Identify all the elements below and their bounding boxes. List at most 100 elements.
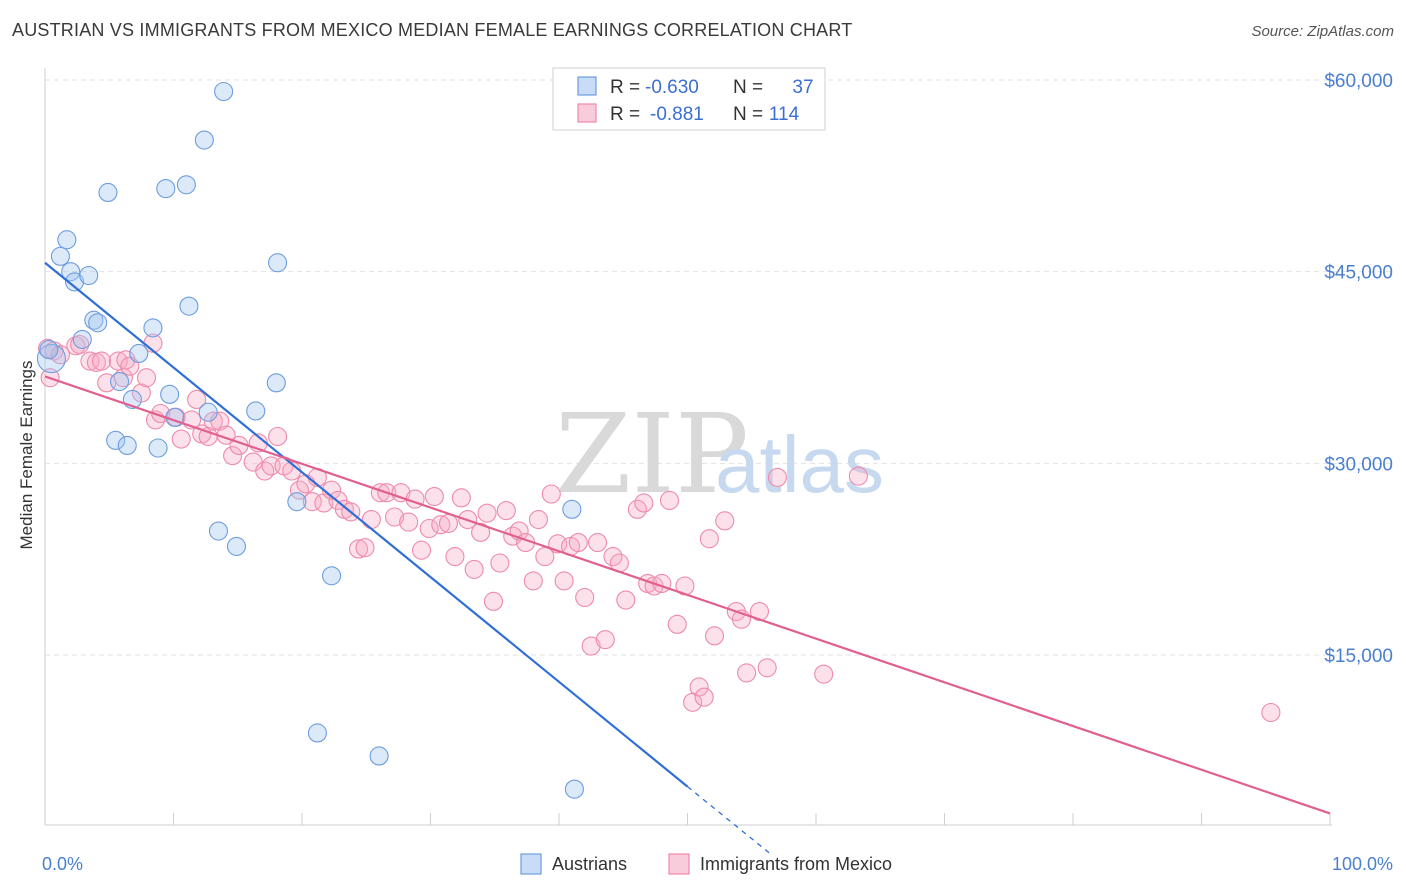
y-tick-labels: $15,000 $30,000 $45,000 $60,000	[1324, 71, 1393, 667]
mexico-point-45	[355, 538, 375, 558]
mexico-point-77	[568, 533, 588, 553]
mexico-point-65	[490, 553, 510, 573]
bottom-legend: Austrians Immigrants from Mexico	[520, 853, 892, 875]
legend-r-value-1: -0.630	[645, 77, 699, 98]
austrian-point-36	[39, 340, 59, 360]
austrian-point-26	[117, 435, 137, 455]
austrian-point-22	[198, 402, 218, 422]
austrian-point-13	[176, 175, 196, 195]
austrian-point-34	[562, 499, 582, 519]
mexico-point-46	[361, 510, 381, 530]
mexico-point-51	[399, 512, 419, 532]
mexico-point-96	[699, 529, 719, 549]
x-tick-label-1: 100.0%	[1332, 854, 1393, 874]
austrian-point-12	[156, 179, 176, 199]
austrian-point-11	[98, 182, 118, 202]
austrian-point-14	[194, 130, 214, 150]
y-tick-label-3: $60,000	[1324, 71, 1393, 92]
mexico-point-30	[255, 461, 275, 481]
mexico-point-86	[634, 493, 654, 513]
chart-source: Source: ZipAtlas.com	[1251, 23, 1394, 40]
mexico-point-63	[477, 503, 497, 523]
austrian-point-16	[179, 296, 199, 316]
legend-n-value-1: 37	[792, 77, 813, 98]
watermark: ZIP atlas	[555, 390, 884, 518]
y-axis-label: Median Female Earnings	[17, 361, 36, 550]
mexico-point-54	[419, 518, 439, 539]
mexico-point-4	[80, 351, 100, 371]
mexico-point-90	[659, 490, 680, 510]
mexico-point-103	[757, 658, 777, 678]
mexico-point-55	[424, 487, 444, 507]
austrian-point-17	[268, 253, 288, 273]
mexico-point-58	[445, 547, 465, 567]
austrian-point-7	[88, 313, 108, 333]
y-tick-label-1: $30,000	[1324, 454, 1393, 475]
mexico-point-79	[581, 636, 601, 656]
x-tick-label-0: 0.0%	[42, 854, 83, 874]
legend-swatch-austrians	[577, 76, 597, 96]
axes	[44, 68, 1332, 826]
austrian-point-25	[106, 430, 126, 450]
austrian-point-27	[148, 438, 168, 458]
mexico-point-49	[384, 507, 405, 527]
chart-title: AUSTRIAN VS IMMIGRANTS FROM MEXICO MEDIA…	[12, 20, 853, 40]
mexico-point-109	[70, 334, 90, 355]
mexico-point-97	[704, 626, 725, 646]
austrians-trend-extension	[687, 786, 772, 855]
austrian-point-20	[160, 384, 180, 404]
watermark-zip: ZIP	[555, 390, 749, 518]
austrian-point-1	[50, 246, 70, 266]
austrian-point-23	[246, 401, 266, 421]
bottom-legend-label-mexico: Immigrants from Mexico	[700, 854, 892, 874]
mexico-point-53	[411, 540, 432, 560]
legend-r-label-1: R =	[610, 77, 640, 98]
mexico-point-50	[391, 483, 411, 503]
mexico-point-81	[595, 630, 615, 650]
mexico-point-64	[483, 591, 504, 611]
austrian-point-15	[214, 81, 234, 102]
mexico-point-18	[171, 429, 191, 449]
austrian-point-32	[307, 723, 327, 743]
bottom-legend-label-austrians: Austrians	[552, 854, 627, 874]
x-tick-labels: 0.0% 100.0%	[42, 854, 1393, 874]
austrian-point-2	[57, 230, 77, 250]
austrian-point-18	[109, 372, 130, 392]
austrian-point-9	[129, 343, 149, 363]
austrian-point-33	[369, 746, 389, 766]
bottom-legend-swatch-mexico	[668, 853, 690, 875]
legend-n-label-1: N =	[733, 77, 763, 98]
mexico-point-98	[715, 511, 735, 531]
legend-n-label-2: N =	[733, 104, 763, 125]
mexico-point-72	[535, 547, 555, 567]
austrian-point-28	[208, 521, 229, 541]
mexico-point-71	[528, 510, 548, 530]
legend-swatch-mexico	[577, 103, 597, 123]
austrian-point-29	[226, 536, 247, 556]
mexico-point-6	[91, 351, 112, 371]
mexico-point-94	[689, 677, 709, 697]
austrian-point-5	[79, 265, 99, 286]
legend-n-value-2: 114	[769, 104, 800, 125]
austrian-point-31	[322, 566, 342, 586]
mexico-point-57	[438, 513, 459, 533]
mexico-point-56	[431, 515, 451, 535]
austrian-point-24	[266, 373, 286, 393]
austrian-point-35	[564, 779, 584, 799]
austrian-point-4	[65, 272, 85, 292]
mexico-point-26	[223, 446, 243, 466]
mexico-point-23	[203, 411, 223, 431]
austrian-point-10	[143, 318, 163, 338]
mexico-point-32	[268, 426, 288, 447]
mexico-point-91	[667, 614, 687, 634]
legend-box	[552, 67, 826, 131]
austrian-point-8	[72, 329, 92, 349]
austrians-trend-line	[44, 261, 689, 788]
mexico-point-13	[136, 368, 157, 388]
grid-lines	[45, 79, 1395, 656]
mexico-point-70	[523, 571, 543, 591]
mexico-point-84	[616, 590, 636, 610]
mexico-point-105	[814, 664, 834, 684]
bottom-legend-swatch-austrians	[520, 853, 542, 875]
